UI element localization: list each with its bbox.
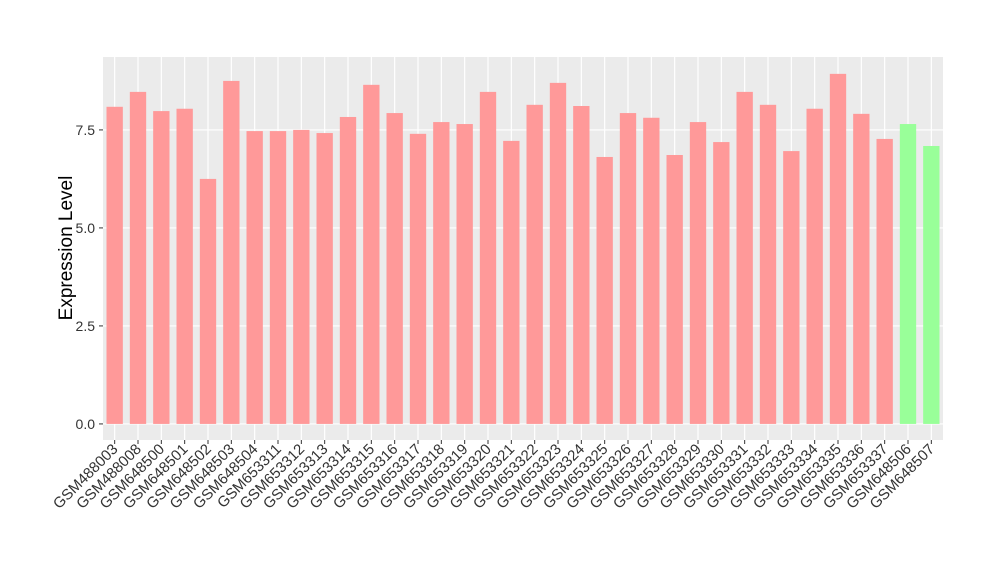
y-axis-title: Expression Level [56,176,77,321]
bar [176,108,193,424]
bar [363,84,380,424]
bar [339,116,357,424]
bar [106,106,123,424]
bar [829,73,847,424]
bar [503,140,520,424]
bar [643,117,660,424]
y-tick-label: 0.0 [76,416,96,432]
bar [456,124,473,424]
bar [223,80,240,424]
bar [923,145,940,424]
bar [433,122,450,424]
bar [759,104,777,424]
panel [103,57,943,440]
bar [549,82,567,424]
bar [899,124,917,424]
bar [129,91,147,424]
bar [199,178,217,424]
bar [316,133,333,424]
y-tick-label: 7.5 [76,122,96,138]
bar [713,142,730,424]
bar [736,91,753,424]
bar [876,138,893,424]
bar [479,91,497,424]
bar [806,108,823,424]
bar [573,106,590,424]
bar [153,111,170,424]
bar [409,133,427,424]
bar [783,151,800,424]
bar [386,113,403,424]
bar [689,122,707,424]
bar [269,131,287,424]
bar [666,155,683,424]
bar [619,113,637,424]
y-tick-label: 2.5 [76,318,96,334]
y-tick-label: 5.0 [76,220,96,236]
bar [596,156,613,424]
bar [246,131,263,424]
bar [853,113,870,424]
bar [526,104,543,424]
bar [293,129,310,424]
